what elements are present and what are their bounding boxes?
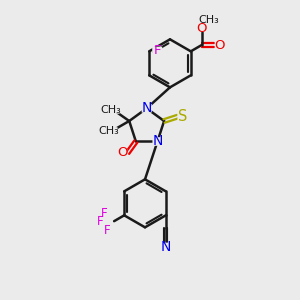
FancyBboxPatch shape: [119, 149, 127, 157]
Text: O: O: [214, 38, 224, 52]
Text: CH₃: CH₃: [100, 105, 121, 115]
Text: O: O: [118, 146, 128, 159]
FancyBboxPatch shape: [100, 127, 118, 135]
FancyBboxPatch shape: [152, 47, 162, 55]
Text: F: F: [154, 44, 161, 57]
Text: F: F: [101, 207, 107, 220]
Text: CH₃: CH₃: [98, 126, 119, 136]
FancyBboxPatch shape: [96, 218, 104, 226]
FancyBboxPatch shape: [102, 106, 120, 114]
FancyBboxPatch shape: [215, 41, 224, 49]
Text: N: N: [142, 101, 152, 115]
FancyBboxPatch shape: [102, 226, 111, 235]
Text: N: N: [152, 134, 163, 148]
Text: N: N: [160, 240, 171, 254]
FancyBboxPatch shape: [100, 210, 108, 218]
Text: O: O: [196, 22, 207, 34]
FancyBboxPatch shape: [142, 104, 152, 113]
FancyBboxPatch shape: [152, 137, 162, 146]
Text: S: S: [178, 109, 187, 124]
FancyBboxPatch shape: [177, 112, 188, 121]
Text: F: F: [97, 215, 104, 228]
FancyBboxPatch shape: [161, 243, 170, 251]
Text: CH₃: CH₃: [198, 15, 219, 25]
Text: F: F: [103, 224, 110, 237]
FancyBboxPatch shape: [200, 16, 217, 24]
FancyBboxPatch shape: [197, 24, 206, 32]
